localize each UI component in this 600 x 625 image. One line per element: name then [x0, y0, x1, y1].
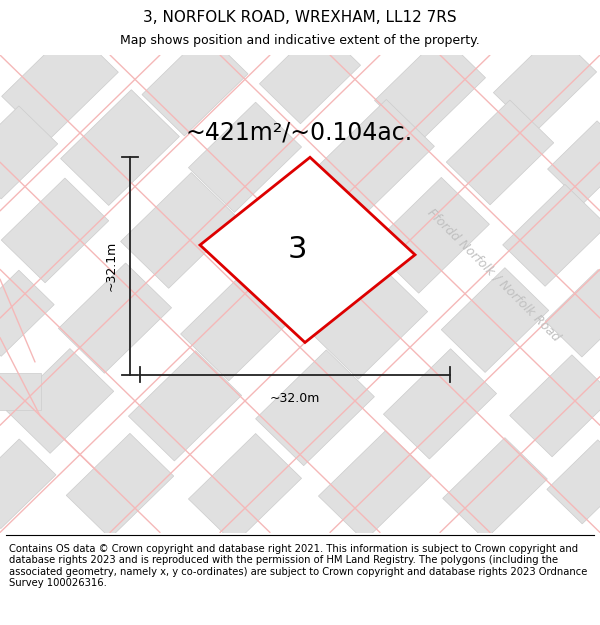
Polygon shape [181, 265, 299, 381]
Polygon shape [316, 99, 434, 215]
Polygon shape [200, 158, 415, 342]
Polygon shape [0, 106, 58, 199]
Polygon shape [0, 372, 41, 410]
Polygon shape [2, 28, 118, 141]
Text: ~421m²/~0.104ac.: ~421m²/~0.104ac. [185, 121, 412, 145]
Text: Map shows position and indicative extent of the property.: Map shows position and indicative extent… [120, 34, 480, 47]
Polygon shape [0, 439, 56, 529]
Text: ~32.1m: ~32.1m [105, 241, 118, 291]
Polygon shape [6, 349, 114, 453]
Polygon shape [547, 440, 600, 524]
Polygon shape [503, 184, 600, 286]
Polygon shape [58, 263, 172, 373]
Polygon shape [121, 173, 239, 288]
Polygon shape [248, 180, 362, 291]
Polygon shape [66, 433, 174, 538]
Polygon shape [0, 270, 54, 356]
Polygon shape [446, 100, 554, 205]
Polygon shape [374, 35, 485, 143]
Polygon shape [545, 269, 600, 357]
Polygon shape [509, 355, 600, 457]
Polygon shape [443, 438, 547, 539]
Polygon shape [256, 350, 374, 466]
Polygon shape [128, 351, 242, 461]
Polygon shape [1, 178, 109, 282]
Polygon shape [259, 25, 361, 124]
Text: ~32.0m: ~32.0m [270, 392, 320, 405]
Polygon shape [371, 177, 490, 293]
Polygon shape [441, 268, 549, 372]
Polygon shape [188, 102, 302, 212]
Polygon shape [313, 267, 428, 379]
Text: 3: 3 [288, 236, 307, 264]
Polygon shape [188, 434, 302, 544]
Text: Ffordd Norfolk / Norfolk Road: Ffordd Norfolk / Norfolk Road [425, 206, 563, 344]
Text: Contains OS data © Crown copyright and database right 2021. This information is : Contains OS data © Crown copyright and d… [9, 544, 587, 588]
Polygon shape [493, 32, 596, 132]
Polygon shape [383, 349, 497, 459]
Polygon shape [142, 32, 248, 136]
Text: 3, NORFOLK ROAD, WREXHAM, LL12 7RS: 3, NORFOLK ROAD, WREXHAM, LL12 7RS [143, 10, 457, 25]
Polygon shape [548, 121, 600, 204]
Polygon shape [319, 431, 431, 541]
Polygon shape [61, 90, 179, 206]
